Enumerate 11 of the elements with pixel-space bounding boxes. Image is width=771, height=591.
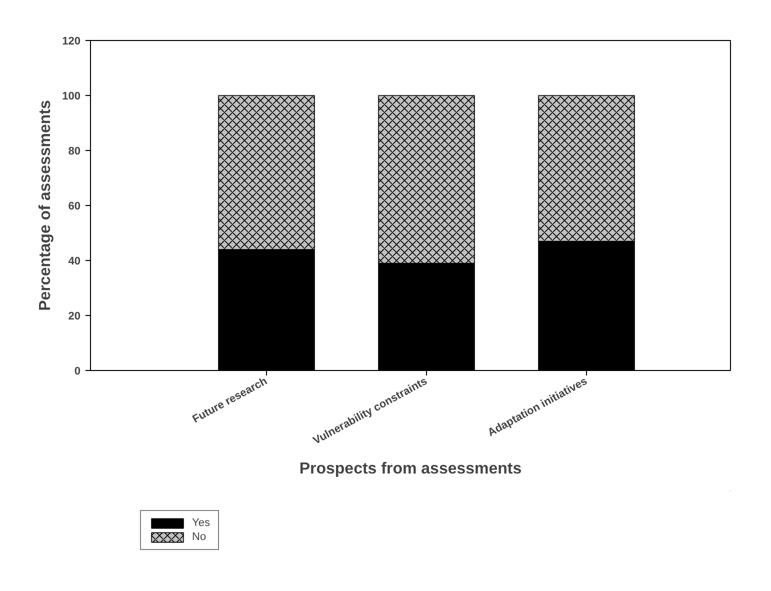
y-tick-label: 0 bbox=[74, 366, 81, 378]
y-tick-label: 60 bbox=[68, 200, 81, 212]
y-tick-label: 40 bbox=[68, 256, 81, 268]
y-tick-label: 100 bbox=[62, 90, 81, 102]
x-axis-title: Prospects from assessments bbox=[299, 460, 522, 478]
y-tick-label: 20 bbox=[68, 310, 81, 322]
legend-label: No bbox=[192, 531, 208, 543]
y-tick-label: 80 bbox=[68, 146, 81, 158]
y-axis-title: Percentage of assessments bbox=[37, 100, 54, 311]
y-tick-label: 120 bbox=[62, 36, 81, 48]
legend-label: Yes bbox=[192, 517, 211, 529]
